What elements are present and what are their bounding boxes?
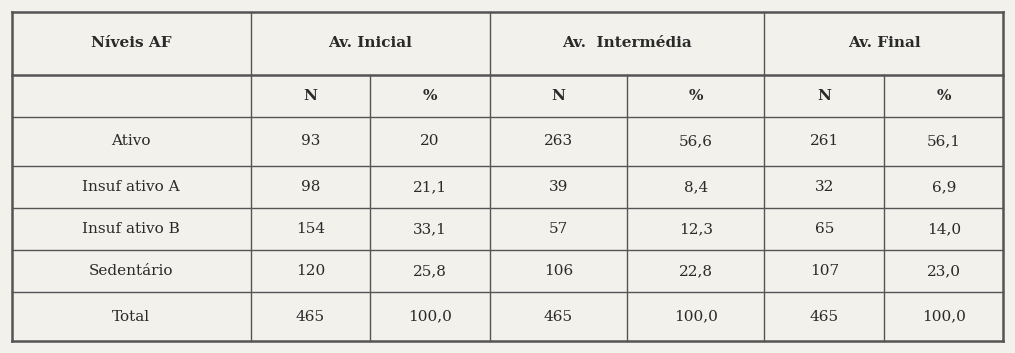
Bar [764,117,884,166]
Bar [251,250,370,292]
Text: 8,4: 8,4 [684,180,707,194]
Text: 465: 465 [544,310,572,324]
Bar [489,12,764,75]
Text: 263: 263 [544,134,572,149]
Bar [884,292,1004,341]
Bar [627,292,764,341]
Text: N: N [817,89,831,103]
Bar [370,166,489,208]
Text: Sedentário: Sedentário [88,264,174,278]
Bar [11,166,251,208]
Text: 120: 120 [295,264,325,278]
Text: 39: 39 [548,180,568,194]
Text: Ativo: Ativo [112,134,151,149]
Bar [764,166,884,208]
Text: 106: 106 [544,264,572,278]
Bar [627,117,764,166]
Bar [370,250,489,292]
Text: 57: 57 [549,222,568,236]
Text: N: N [303,89,318,103]
Text: 465: 465 [810,310,838,324]
Bar [627,250,764,292]
Bar [370,208,489,250]
Bar [251,166,370,208]
Bar [251,75,370,117]
Text: 12,3: 12,3 [679,222,713,236]
Bar [251,292,370,341]
Bar [884,250,1004,292]
Text: 100,0: 100,0 [408,310,452,324]
Bar [489,250,627,292]
Bar [11,117,251,166]
Text: 32: 32 [814,180,834,194]
Text: %: % [688,89,703,103]
Text: 21,1: 21,1 [413,180,447,194]
Text: 100,0: 100,0 [922,310,965,324]
Bar [884,166,1004,208]
Text: 20: 20 [420,134,439,149]
Text: N: N [551,89,565,103]
Text: Total: Total [112,310,150,324]
Text: Av. Final: Av. Final [848,36,921,50]
Text: 22,8: 22,8 [679,264,713,278]
Bar [370,75,489,117]
Bar [11,12,251,75]
Bar [764,292,884,341]
Text: Insuf ativo B: Insuf ativo B [82,222,180,236]
Bar [764,208,884,250]
Text: 93: 93 [300,134,320,149]
Bar [627,166,764,208]
Bar [627,75,764,117]
Text: 33,1: 33,1 [413,222,447,236]
Bar [11,250,251,292]
Text: Av. Inicial: Av. Inicial [328,36,412,50]
Bar [370,117,489,166]
Bar [764,250,884,292]
Text: 56,1: 56,1 [927,134,961,149]
Text: 98: 98 [300,180,320,194]
Bar [251,12,489,75]
Bar [11,75,251,117]
Bar [884,208,1004,250]
Text: %: % [422,89,437,103]
Text: 6,9: 6,9 [932,180,956,194]
Bar [489,117,627,166]
Bar [489,292,627,341]
Text: 100,0: 100,0 [674,310,718,324]
Text: 465: 465 [295,310,325,324]
Bar [764,12,1004,75]
Bar [489,208,627,250]
Bar [884,75,1004,117]
Text: 14,0: 14,0 [927,222,961,236]
Bar [489,166,627,208]
Text: %: % [937,89,951,103]
Text: 65: 65 [814,222,834,236]
Bar [251,208,370,250]
Text: 154: 154 [295,222,325,236]
Text: 261: 261 [810,134,838,149]
Bar [764,75,884,117]
Bar [627,208,764,250]
Bar [370,292,489,341]
Bar [884,117,1004,166]
Text: Níveis AF: Níveis AF [90,36,172,50]
Bar [251,117,370,166]
Bar [11,292,251,341]
Text: 23,0: 23,0 [927,264,961,278]
Text: Av.  Intermédia: Av. Intermédia [562,36,692,50]
Bar [489,75,627,117]
Text: 25,8: 25,8 [413,264,447,278]
Text: 107: 107 [810,264,838,278]
Text: 56,6: 56,6 [679,134,713,149]
Bar [11,208,251,250]
Text: Insuf ativo A: Insuf ativo A [82,180,180,194]
